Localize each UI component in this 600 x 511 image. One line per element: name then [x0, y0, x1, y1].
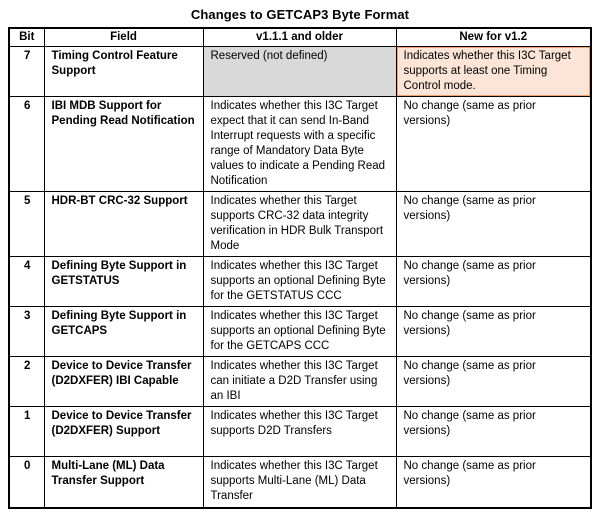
bit-cell: 4	[8, 256, 45, 307]
table-row-bit7: 7 Timing Control Feature Support Reserve…	[8, 46, 592, 97]
table-row-bit3: 3 Defining Byte Support in GETCAPS Indic…	[8, 306, 592, 357]
new-behavior-cell: No change (same as prior versions)	[395, 356, 592, 407]
field-cell: Device to Device Transfer (D2DXFER) IBI …	[43, 356, 204, 407]
old-behavior-cell: Indicates whether this I3C Target suppor…	[202, 306, 397, 357]
table-row-bit2: 2 Device to Device Transfer (D2DXFER) IB…	[8, 356, 592, 407]
column-header-v111: v1.1.1 and older	[202, 27, 397, 47]
field-cell: Multi-Lane (ML) Data Transfer Support	[43, 456, 204, 508]
field-cell: Device to Device Transfer (D2DXFER) Supp…	[43, 406, 204, 457]
getcap3-byte-format-table: Bit Field v1.1.1 and older New for v1.2 …	[8, 27, 592, 509]
field-cell: Timing Control Feature Support	[43, 46, 204, 97]
bit-cell: 0	[8, 456, 45, 508]
column-header-bit: Bit	[8, 27, 45, 47]
field-cell: Defining Byte Support in GETSTATUS	[43, 256, 204, 307]
table-row-bit4: 4 Defining Byte Support in GETSTATUS Ind…	[8, 256, 592, 307]
old-behavior-cell: Indicates whether this Target supports C…	[202, 191, 397, 257]
new-behavior-cell: No change (same as prior versions)	[395, 256, 592, 307]
old-behavior-cell: Indicates whether this I3C Target can in…	[202, 356, 397, 407]
column-header-field: Field	[43, 27, 204, 47]
table-row-bit5: 5 HDR-BT CRC-32 Support Indicates whethe…	[8, 191, 592, 257]
table-row-bit6: 6 IBI MDB Support for Pending Read Notif…	[8, 96, 592, 192]
old-behavior-cell: Indicates whether this I3C Target suppor…	[202, 256, 397, 307]
old-behavior-cell: Indicates whether this I3C Target expect…	[202, 96, 397, 192]
new-behavior-cell: No change (same as prior versions)	[395, 306, 592, 357]
old-behavior-cell: Indicates whether this I3C Target suppor…	[202, 456, 397, 508]
new-behavior-cell: No change (same as prior versions)	[395, 191, 592, 257]
bit-cell: 7	[8, 46, 45, 97]
old-behavior-cell: Reserved (not defined)	[202, 46, 397, 97]
field-cell: HDR-BT CRC-32 Support	[43, 191, 204, 257]
field-cell: Defining Byte Support in GETCAPS	[43, 306, 204, 357]
field-cell: IBI MDB Support for Pending Read Notific…	[43, 96, 204, 192]
new-behavior-cell: No change (same as prior versions)	[395, 456, 592, 508]
bit-cell: 5	[8, 191, 45, 257]
header-row: Bit Field v1.1.1 and older New for v1.2	[8, 27, 592, 47]
column-header-v12: New for v1.2	[395, 27, 592, 47]
bit-cell: 1	[8, 406, 45, 457]
bit-cell: 6	[8, 96, 45, 192]
new-behavior-cell: No change (same as prior versions)	[395, 96, 592, 192]
bit-cell: 2	[8, 356, 45, 407]
table-title: Changes to GETCAP3 Byte Format	[190, 7, 410, 22]
table-row-bit1: 1 Device to Device Transfer (D2DXFER) Su…	[8, 406, 592, 457]
old-behavior-cell: Indicates whether this I3C Target suppor…	[202, 406, 397, 457]
new-behavior-cell: Indicates whether this I3C Target suppor…	[395, 46, 592, 97]
new-behavior-cell: No change (same as prior versions)	[395, 406, 592, 457]
bit-cell: 3	[8, 306, 45, 357]
table-row-bit0: 0 Multi-Lane (ML) Data Transfer Support …	[8, 456, 592, 508]
